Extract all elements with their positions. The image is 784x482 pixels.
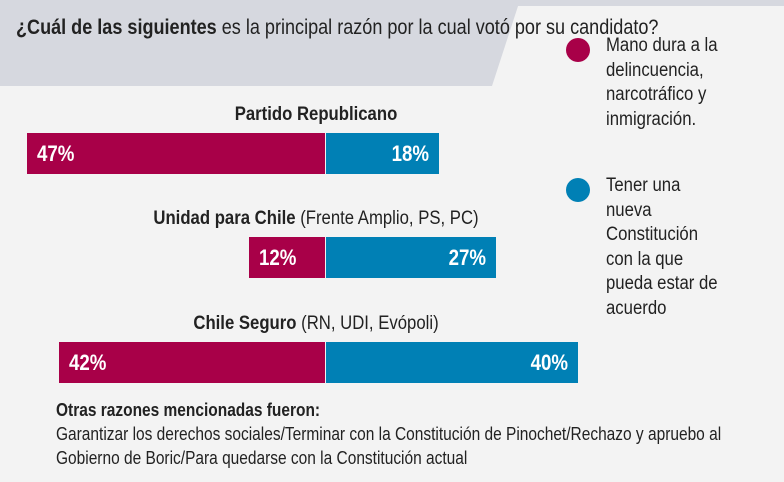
category-name: Unidad para Chile [153, 208, 296, 229]
category-label: Partido Republicano [235, 104, 398, 126]
footnote-text: Garantizar los derechos sociales/Termina… [56, 424, 722, 468]
category-detail: (Frente Amplio, PS, PC) [295, 208, 479, 229]
bar-nueva-constitucion-2: 40% [326, 342, 579, 383]
bar-nueva-constitucion-0: 18% [326, 133, 439, 174]
category-detail: (RN, UDI, Evópoli) [296, 313, 439, 334]
legend-swatch [566, 38, 590, 62]
header-band [0, 0, 784, 86]
title-rest: es la principal razón por la cual votó p… [221, 16, 659, 39]
chart-title: ¿Cuál de las siguientes es la principal … [16, 14, 658, 41]
footnote-title: Otras razones mencionadas fueron: [56, 400, 321, 420]
legend-label: Mano dura a la delincuencia, narcotráfic… [606, 35, 718, 130]
data-label: 47% [37, 141, 75, 166]
bar-nueva-constitucion-1: 27% [326, 237, 496, 278]
category-label: Chile Seguro (RN, UDI, Evópoli) [193, 313, 438, 335]
footnote: Otras razones mencionadas fueron: Garant… [56, 398, 778, 470]
title-bold: ¿Cuál de las siguientes [16, 16, 217, 39]
bar-mano-dura-0: 47% [27, 133, 325, 174]
data-label: 40% [530, 350, 569, 375]
bar-mano-dura-1: 12% [249, 237, 325, 278]
category-label: Unidad para Chile (Frente Amplio, PS, PC… [153, 208, 478, 230]
bar-mano-dura-2: 42% [59, 342, 325, 383]
legend-label: Tener una nueva Constitución con la que … [606, 175, 718, 319]
category-name: Chile Seguro [193, 313, 297, 334]
category-name: Partido Republicano [234, 104, 398, 125]
data-label: 42% [69, 350, 107, 375]
data-label: 12% [259, 245, 297, 270]
legend-swatch [566, 178, 590, 202]
data-label: 18% [391, 141, 429, 166]
data-label: 27% [448, 245, 486, 270]
